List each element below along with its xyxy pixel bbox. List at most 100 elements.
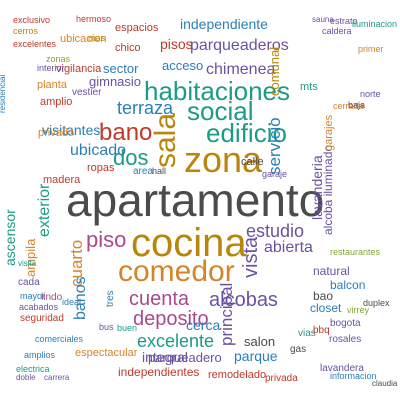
word-claudia: claudia: [372, 379, 398, 388]
word-garajes: garajes: [323, 114, 335, 151]
word-remodelado: remodelado: [208, 369, 267, 381]
word-bbq: bbq: [313, 325, 330, 336]
word-exterior: exterior: [36, 183, 53, 237]
word-gas: gas: [290, 344, 307, 355]
word-cerca: cerca: [186, 317, 221, 333]
word-hermoso: hermoso: [76, 14, 112, 24]
word-restaurantes: restaurantes: [330, 247, 381, 257]
word-cerros: cerros: [13, 26, 39, 36]
word-buen: buen: [117, 323, 138, 333]
word-cuenta: cuenta: [129, 288, 190, 310]
word-amplio: amplio: [40, 96, 73, 108]
word-planta: planta: [37, 79, 67, 91]
word-tres: tres: [105, 290, 116, 307]
word-interior: interior: [37, 63, 65, 73]
word-vigilancia: vigilancia: [56, 63, 102, 75]
word-visitantes: visitantes: [42, 122, 101, 138]
word-lavandera: lavandera: [320, 363, 364, 374]
word-vias: vias: [298, 328, 316, 339]
word-parque: parque: [234, 348, 278, 364]
word-integral: integral: [142, 349, 188, 365]
word-piso: piso: [86, 227, 127, 252]
word-sector: sector: [103, 61, 139, 76]
word-carrera: carrera: [44, 373, 70, 382]
word-pisos: pisos: [160, 36, 193, 52]
word-apartamento: apartamento: [66, 174, 325, 226]
word-ubicado: ubicado: [70, 142, 127, 159]
word-duplex: duplex: [363, 298, 390, 308]
word-lindo: lindo: [41, 292, 63, 303]
word-bus: bus: [99, 322, 114, 332]
word-iluminacion: iluminacion: [352, 19, 398, 29]
word-virrey: virrey: [347, 305, 369, 315]
word-edificio: edificio: [206, 118, 287, 148]
word-acabados: acabados: [19, 302, 59, 312]
word-exclusivo: exclusivo: [13, 15, 51, 25]
word-excelentes: excelentes: [13, 39, 57, 49]
word-alcoba-iluminado: alcoba iluminado: [321, 144, 335, 235]
word-balcon: balcon: [330, 278, 366, 292]
word-hall: hall: [152, 166, 167, 176]
word-estrato: estrato: [330, 16, 358, 26]
word-garaje: garaje: [262, 169, 288, 179]
word-cada: cada: [18, 277, 40, 288]
word-amplios: amplios: [24, 350, 56, 360]
word-sauna: sauna: [312, 15, 334, 24]
word-bao: bao: [313, 289, 334, 303]
word-residencial: residencial: [0, 74, 7, 113]
word-cerrada: cerrada: [333, 101, 364, 111]
word-independientes: independientes: [118, 365, 200, 379]
word-informacion: informacion: [330, 371, 377, 381]
word-primer: primer: [358, 44, 384, 54]
word-seguridad: seguridad: [20, 313, 64, 324]
word-doble: doble: [16, 373, 36, 382]
word-excelente: excelente: [137, 331, 215, 351]
word-zonas: zonas: [46, 54, 71, 64]
word-bogota: bogota: [330, 318, 361, 329]
word-habitaciones: habitaciones: [144, 76, 290, 106]
word-madera: madera: [43, 174, 81, 186]
word-mts: mts: [300, 81, 318, 93]
word-terraza: terraza: [117, 98, 174, 118]
word-vista: vista: [240, 236, 262, 278]
word-zona: zona: [184, 139, 263, 180]
word-parqueaderos: parqueaderos: [190, 37, 289, 54]
word-area: area: [133, 166, 154, 177]
word-rosales: rosales: [329, 334, 362, 345]
word-comunal: comunal: [267, 46, 282, 96]
word-mayor: mayor: [20, 291, 46, 301]
word-ubicacion: ubicacion: [60, 33, 107, 45]
word-abierta: abierta: [264, 239, 313, 256]
word-mas: mas: [88, 33, 106, 43]
word-bano: bano: [99, 119, 153, 146]
word-natural: natural: [313, 264, 350, 278]
word-parqueadero: parqueadero: [148, 350, 222, 365]
word-chico: chico: [115, 42, 141, 54]
word-independiente: independiente: [180, 16, 268, 32]
word-acceso: acceso: [162, 58, 204, 73]
word-salon: salon: [244, 334, 276, 349]
word-privado: privado: [38, 127, 75, 139]
word-dos: dos: [113, 145, 149, 170]
word-comerciales: comerciales: [35, 334, 84, 344]
word-electrica: electrica: [16, 364, 50, 374]
word-privada: privada: [265, 373, 298, 384]
word-caldera: caldera: [322, 26, 352, 36]
word-comedor: comedor: [118, 255, 235, 288]
word-visita: visita: [18, 259, 37, 268]
word-closet: closet: [310, 301, 342, 315]
word-ropas: ropas: [87, 162, 115, 174]
word-deposito: deposito: [133, 308, 209, 330]
word-espacios: espacios: [115, 22, 159, 34]
word-chimenea: chimenea: [206, 61, 276, 78]
word-social: social: [187, 96, 254, 126]
word-baja: baja: [348, 100, 366, 110]
word-estudio: estudio: [246, 221, 305, 241]
word-alcobas: alcobas: [209, 289, 278, 311]
word-vestier: vestier: [72, 87, 102, 98]
word-cocina: cocina: [131, 221, 247, 265]
word-ideal: ideal: [62, 297, 82, 307]
word-calle: calle: [241, 156, 264, 168]
word-espectacular: espectacular: [75, 347, 138, 359]
